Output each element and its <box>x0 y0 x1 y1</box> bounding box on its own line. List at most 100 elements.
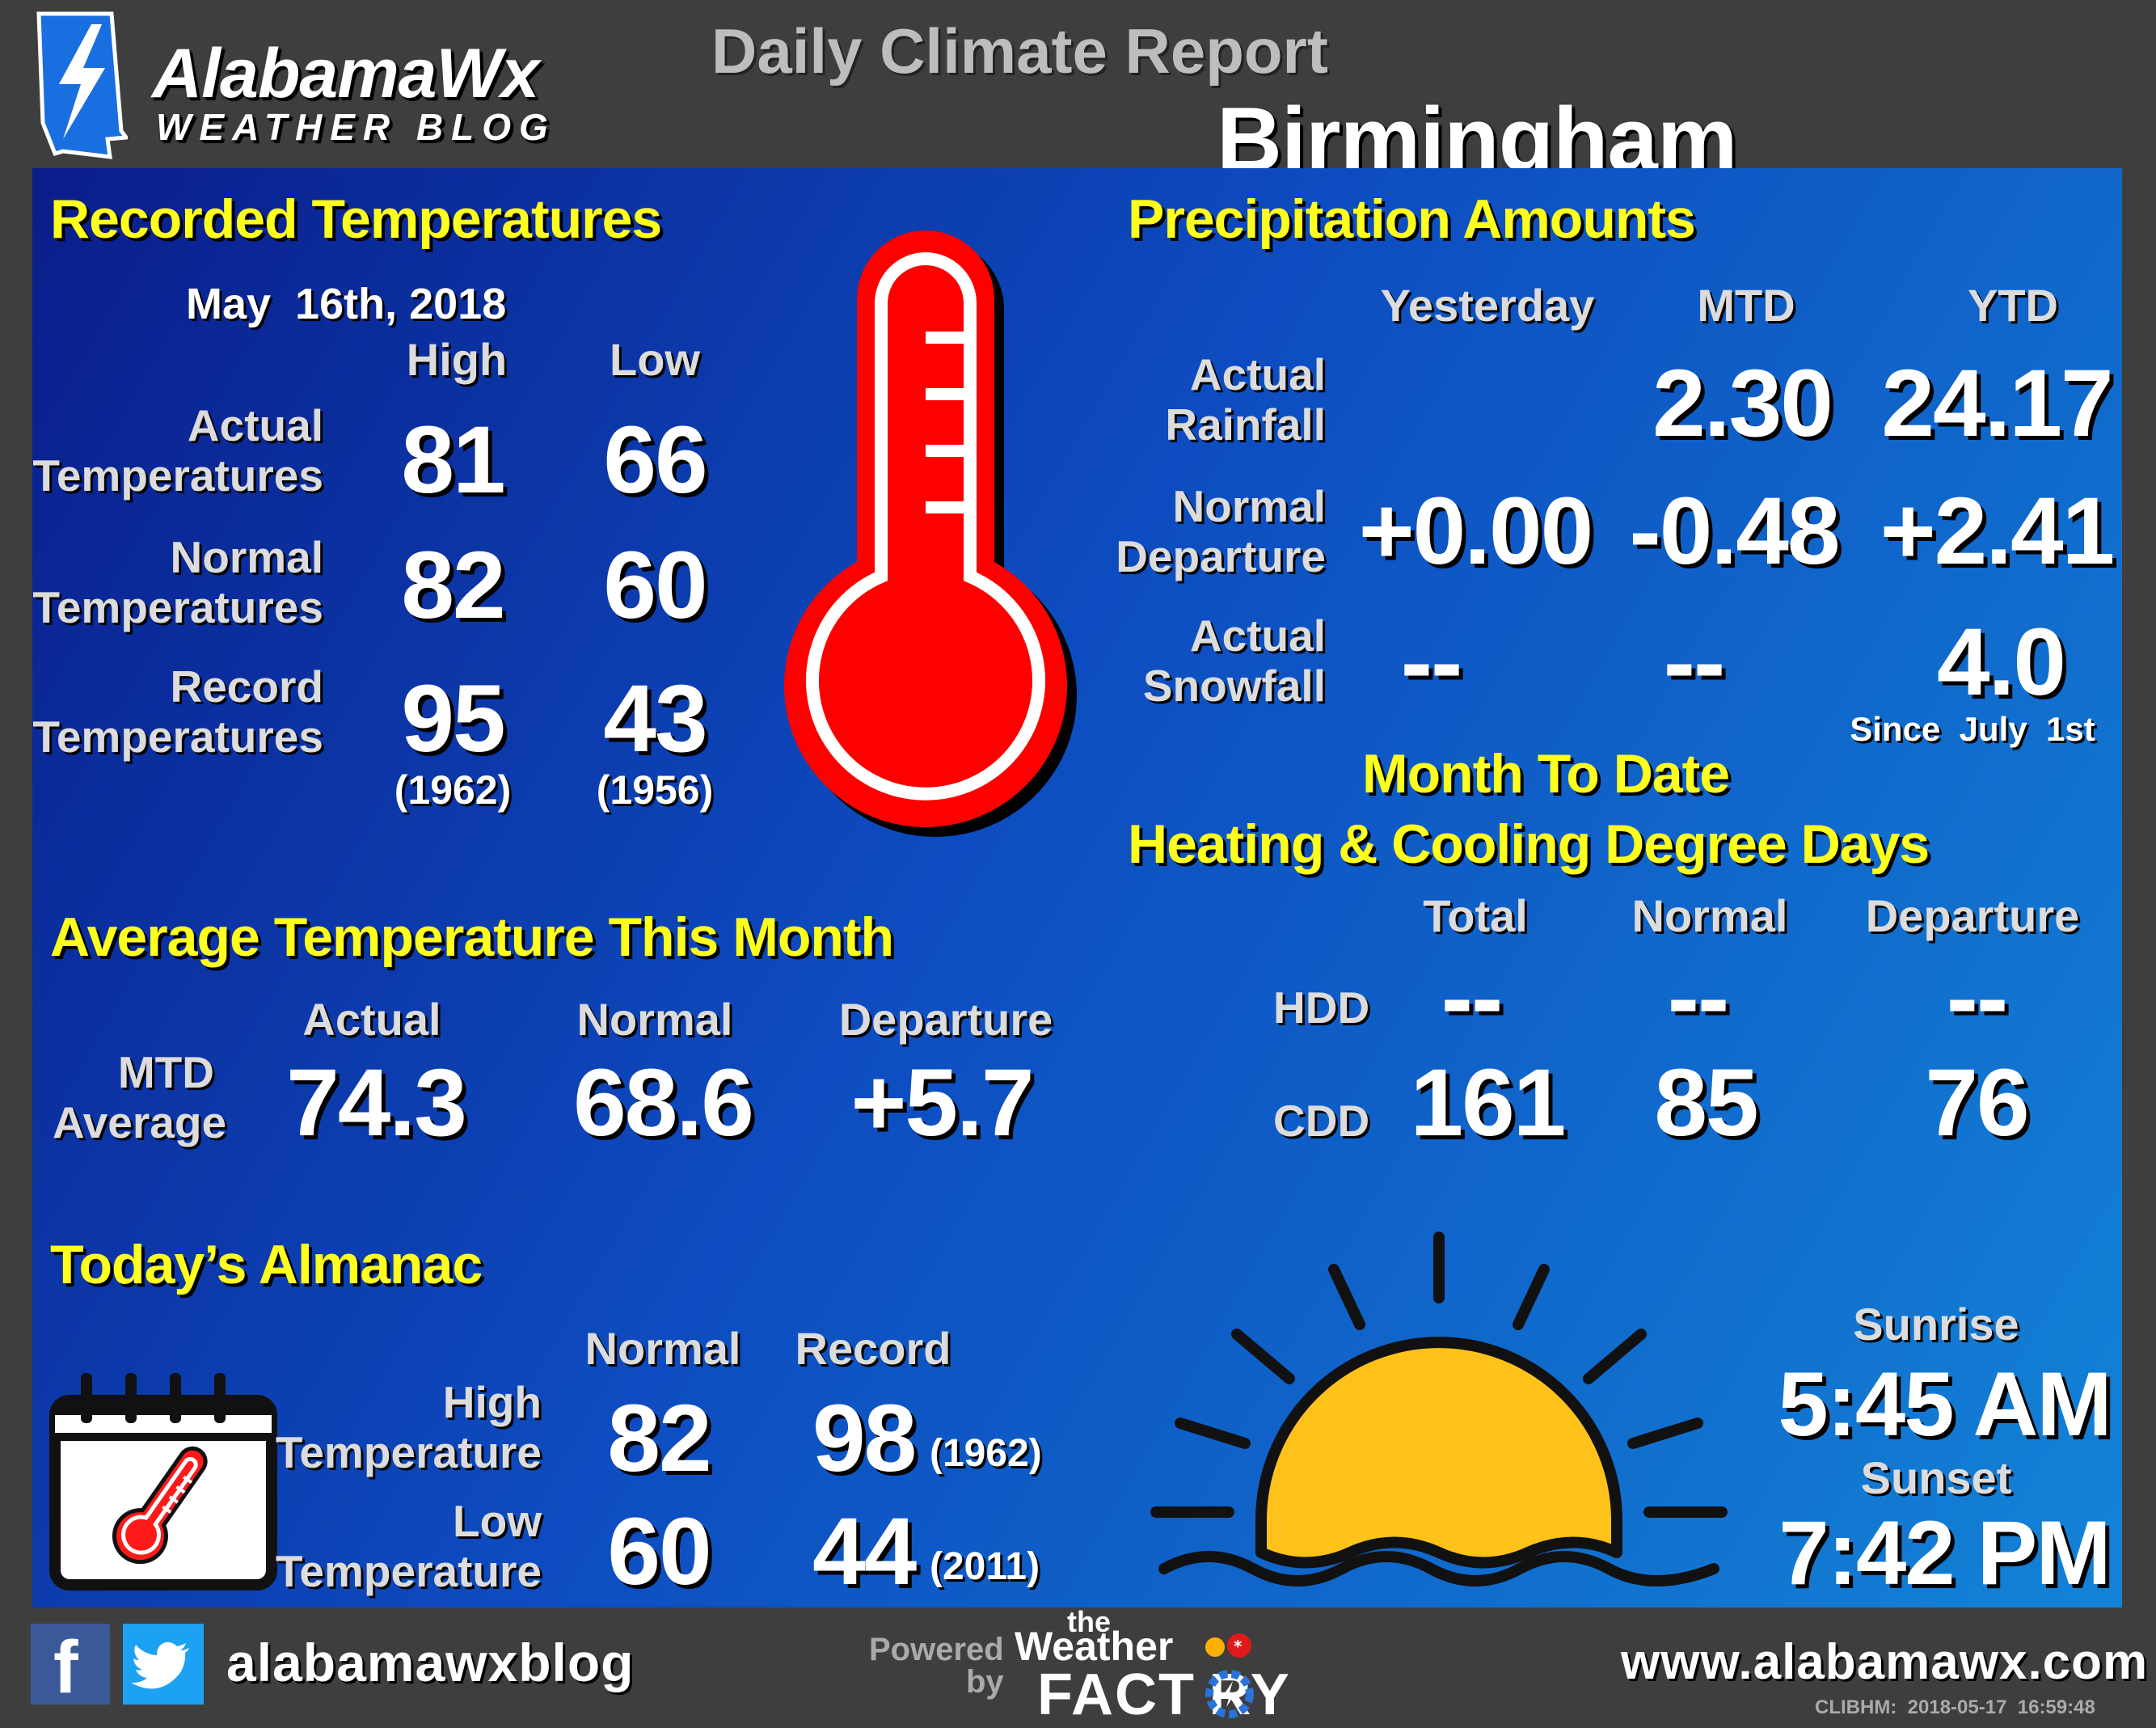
almanac-record-high-year: (1962) <box>930 1432 1042 1475</box>
weather-factory-logo[interactable]: the Weather * FACT RY <box>1015 1605 1370 1727</box>
almanac-normal-low: 60 <box>607 1498 711 1605</box>
avg-col-actual: Actual <box>302 994 441 1045</box>
degree-days-heading-2: Heating & Cooling Degree Days <box>1128 813 1930 875</box>
social-handle[interactable]: alabamawxblog <box>226 1633 635 1692</box>
row-label: Actual <box>1189 611 1326 661</box>
hdd-total: -- <box>1441 944 1504 1051</box>
almanac-col-normal: Normal <box>584 1323 741 1374</box>
row-label: Temperatures <box>32 582 323 632</box>
precip-col-mtd: MTD <box>1697 280 1795 331</box>
report-title: Daily Climate Report <box>711 15 1328 87</box>
avg-normal: 68.6 <box>573 1050 754 1156</box>
lightning-alabama-logo-icon <box>36 11 128 159</box>
almanac-col-record: Record <box>795 1323 951 1374</box>
avg-col-normal: Normal <box>576 994 733 1045</box>
col-low: Low <box>610 334 700 385</box>
facebook-icon: f <box>53 1626 78 1709</box>
almanac-normal-high: 82 <box>607 1385 711 1492</box>
hdd-normal: -- <box>1667 944 1730 1051</box>
row-label: High <box>442 1377 542 1427</box>
precip-col-ytd: YTD <box>1968 280 2058 331</box>
row-label: Actual <box>187 400 323 450</box>
row-label: CDD <box>1273 1096 1370 1146</box>
facebook-link[interactable]: f <box>31 1624 110 1709</box>
col-high: High <box>406 334 508 385</box>
degree-days-heading-1: Month To Date <box>1362 743 1730 805</box>
cdd-normal: 85 <box>1654 1050 1758 1156</box>
sunset-time: 7:42 PM <box>1778 1502 2111 1603</box>
gear-sun-icon: * <box>1205 1633 1251 1658</box>
snow-mtd: -- <box>1663 609 1726 716</box>
powered-text: Powered <box>869 1632 1004 1667</box>
precip-heading: Precipitation Amounts <box>1128 188 1696 250</box>
actual-low: 66 <box>603 407 707 513</box>
actual-high: 81 <box>401 407 505 513</box>
brand-the: the <box>1067 1605 1111 1638</box>
row-label: Record <box>170 661 324 712</box>
row-label: Temperature <box>275 1427 542 1477</box>
row-label: Low <box>453 1496 542 1546</box>
avg-temp-heading: Average Temperature This Month <box>50 906 894 968</box>
since-note: Since July 1st <box>1850 710 2095 748</box>
cdd-total: 161 <box>1410 1050 1567 1156</box>
sun-over-water-icon <box>1150 1232 1728 1586</box>
avg-label: MTD <box>117 1047 214 1097</box>
row-label: HDD <box>1273 982 1370 1033</box>
departure-ytd: +2.41 <box>1880 478 2116 585</box>
dd-col-normal: Normal <box>1631 890 1788 941</box>
snow-yesterday: -- <box>1400 609 1463 716</box>
row-label: Temperatures <box>32 450 323 501</box>
row-label: Temperatures <box>32 712 323 762</box>
twitter-icon <box>131 1641 189 1689</box>
almanac-heading: Today’s Almanac <box>50 1234 483 1295</box>
twitter-link[interactable] <box>123 1624 204 1705</box>
avg-col-departure: Departure <box>838 994 1053 1045</box>
row-label: Departure <box>1116 531 1326 581</box>
sunrise-label: Sunrise <box>1853 1299 2019 1350</box>
row-label: Normal <box>170 532 324 582</box>
rain-ytd: 24.17 <box>1881 350 2113 457</box>
record-high-year: (1962) <box>394 767 512 813</box>
precip-col-yesterday: Yesterday <box>1380 280 1595 331</box>
by-text: by <box>966 1664 1004 1700</box>
avg-actual: 74.3 <box>286 1050 467 1156</box>
sunrise-time: 5:45 AM <box>1778 1354 2112 1455</box>
rain-mtd: 2.30 <box>1652 350 1833 457</box>
logo[interactable]: AlabamaWx WEATHER BLOG <box>31 10 597 163</box>
avg-departure: +5.7 <box>850 1050 1035 1156</box>
factory-gear-icon <box>1205 1670 1254 1718</box>
brand-weather: Weather <box>1015 1624 1174 1669</box>
sunset-label: Sunset <box>1860 1452 2012 1503</box>
departure-mtd: -0.48 <box>1629 478 1841 585</box>
normal-low: 60 <box>603 532 707 639</box>
departure-yesterday: +0.00 <box>1358 478 1594 585</box>
record-high: 95 <box>401 665 505 772</box>
recorded-temps-heading: Recorded Temperatures <box>50 188 662 250</box>
record-low-year: (1956) <box>596 767 714 813</box>
logo-main-text: AlabamaWx <box>152 35 539 112</box>
website-link[interactable]: www.alabamawx.com <box>1621 1634 2149 1690</box>
dd-col-total: Total <box>1423 890 1528 941</box>
record-low: 43 <box>603 665 707 772</box>
logo-sub-text: WEATHER BLOG <box>156 106 556 148</box>
hdd-departure: -- <box>1946 944 2009 1051</box>
row-label: Actual <box>1189 349 1326 399</box>
row-label: Rainfall <box>1165 399 1326 450</box>
calendar-thermometer-icon <box>49 1373 277 1591</box>
almanac-record-high: 98 <box>812 1385 917 1492</box>
snow-ytd: 4.0 <box>1936 609 2066 716</box>
climate-panel <box>32 168 2122 1608</box>
row-label: Normal <box>1172 481 1327 531</box>
almanac-record-low-year: (2011) <box>930 1545 1040 1588</box>
avg-label: Average <box>53 1097 227 1147</box>
dd-col-departure: Departure <box>1865 890 2080 941</box>
almanac-record-low: 44 <box>812 1498 917 1605</box>
normal-high: 82 <box>401 532 505 639</box>
svg-text:*: * <box>1234 1637 1243 1656</box>
report-date: May 16th, 2018 <box>186 280 507 328</box>
timestamp-stamp: CLIBHM: 2018-05-17 16:59:48 <box>1815 1696 2095 1718</box>
thermometer-icon <box>784 230 1077 837</box>
row-label: Snowfall <box>1142 661 1326 711</box>
cdd-departure: 76 <box>1925 1050 2029 1156</box>
row-label: Temperature <box>275 1546 542 1596</box>
